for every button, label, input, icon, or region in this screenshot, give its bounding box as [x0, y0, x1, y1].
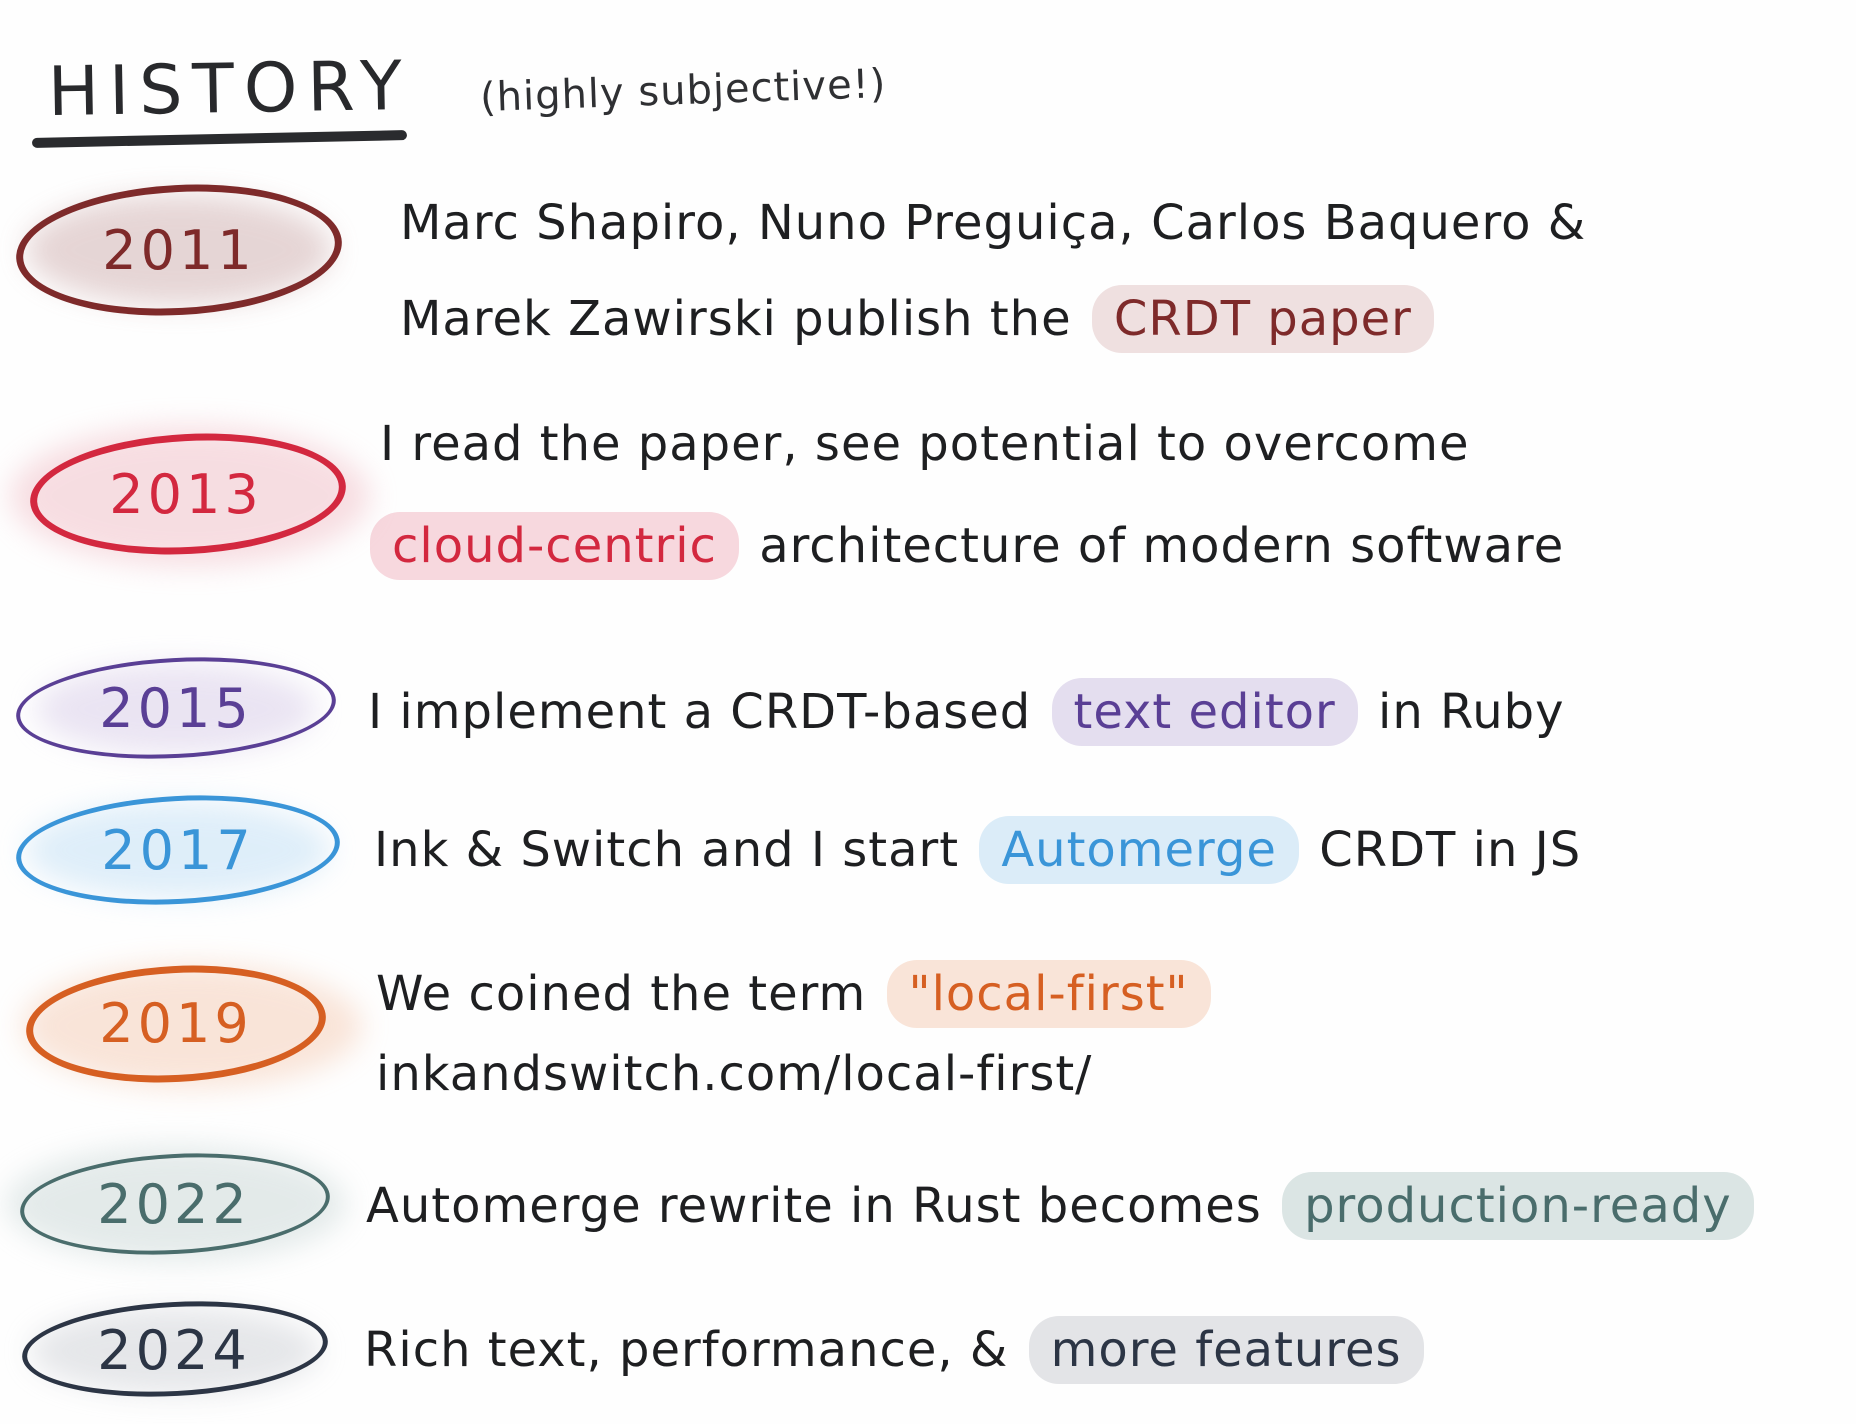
highlight-more-features: more features — [1028, 1316, 1424, 1384]
entry-line: Automerge rewrite in Rust becomes produc… — [366, 1172, 1758, 1240]
entry-text: Rich text, performance, & — [364, 1322, 1025, 1378]
year-badge-2013: 2013 — [10, 425, 370, 566]
title-underline — [31, 130, 408, 148]
entry-text: in Ruby — [1361, 684, 1565, 740]
page-title: HISTORY — [47, 46, 413, 133]
year-badge-2015: 2015 — [13, 649, 339, 767]
year-label: 2013 — [109, 462, 263, 526]
entry-text: CRDT in JS — [1302, 822, 1582, 878]
year-label: 2011 — [102, 218, 256, 282]
entry-line: I implement a CRDT-based text editor in … — [368, 678, 1565, 746]
entry-text: architecture of modern software — [742, 518, 1565, 574]
highlight-automerge: Automerge — [979, 816, 1299, 884]
highlight-text-editor: text editor — [1051, 678, 1358, 746]
highlight-cloud-centric: cloud-centric — [370, 512, 739, 580]
entry-text: Marc Shapiro, Nuno Preguiça, Carlos Baqu… — [400, 195, 1587, 251]
year-badge-2017: 2017 — [13, 787, 343, 913]
year-badge-2024: 2024 — [16, 1294, 332, 1404]
year-badge-2022: 2022 — [6, 1145, 346, 1263]
entry-line: cloud-centric architecture of modern sof… — [366, 512, 1564, 580]
year-label: 2017 — [101, 818, 255, 882]
entry-line: I read the paper, see potential to overc… — [380, 416, 1470, 472]
page-subtitle: (highly subjective!) — [479, 60, 888, 122]
year-badge-2011: 2011 — [12, 176, 346, 324]
entry-line: Marek Zawirski publish the CRDT paper — [400, 285, 1438, 353]
entry-line: Ink & Switch and I start Automerge CRDT … — [374, 816, 1581, 884]
year-label: 2022 — [97, 1172, 251, 1236]
entry-text: Automerge rewrite in Rust becomes — [366, 1178, 1279, 1234]
entry-line: inkandswitch.com/local-first/ — [376, 1046, 1092, 1102]
highlight-local-first: "local-first" — [886, 960, 1211, 1028]
year-label: 2024 — [97, 1318, 251, 1382]
year-label: 2015 — [99, 676, 253, 740]
entry-text: Marek Zawirski publish the — [400, 291, 1088, 347]
year-label: 2019 — [99, 991, 253, 1055]
highlight-crdt-paper: CRDT paper — [1091, 285, 1434, 353]
entry-text: I implement a CRDT-based — [368, 684, 1048, 740]
highlight-production-ready: production-ready — [1282, 1172, 1754, 1240]
entry-text: We coined the term — [376, 966, 883, 1022]
year-badge-2019: 2019 — [16, 958, 362, 1090]
entry-text: I read the paper, see potential to overc… — [380, 416, 1470, 472]
entry-text: Ink & Switch and I start — [374, 822, 976, 878]
entry-line: Rich text, performance, & more features — [364, 1316, 1428, 1384]
entry-line: Marc Shapiro, Nuno Preguiça, Carlos Baqu… — [400, 195, 1586, 251]
entry-line: We coined the term "local-first" — [376, 960, 1215, 1028]
link-inkandswitch: inkandswitch.com/local-first/ — [376, 1046, 1093, 1102]
